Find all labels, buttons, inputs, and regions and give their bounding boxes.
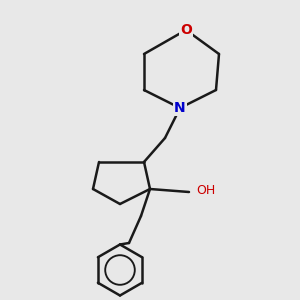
Text: O: O: [180, 23, 192, 37]
Text: OH: OH: [196, 184, 216, 197]
Text: N: N: [174, 101, 186, 115]
